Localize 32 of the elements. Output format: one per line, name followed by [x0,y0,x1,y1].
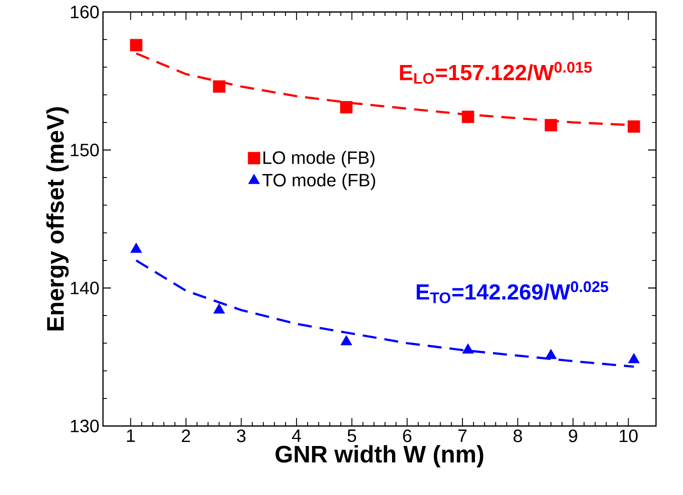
x-tick-label: 9 [568,430,578,442]
legend-label: LO mode (FB) [263,150,374,168]
x-tick-label: 2 [182,430,190,442]
point [544,118,558,132]
x-tick-label: 1 [127,430,135,442]
y-tick-label: 140 [70,282,99,294]
annotation: E$_{LO}$=157.122/W$^{0.015}$ [400,62,592,84]
legend-label: TO mode (FB) [262,173,376,190]
point [628,353,640,364]
x-tick-label: 4 [292,430,302,442]
x-tick-label: 5 [348,430,356,442]
point [130,38,142,52]
y-tick-label: 160 [70,6,99,18]
x-tick-label: 8 [514,430,522,442]
point [628,120,640,133]
point [545,348,557,360]
x-axis-title: GNR width W (nm) [276,445,484,468]
point [462,343,474,354]
y-tick-label: 150 [70,144,99,156]
point [212,80,226,93]
y-tick-label: 130 [70,420,99,432]
point [340,335,352,346]
y-axis-title: Energy offset (meV) [46,107,69,330]
point [340,101,352,114]
x-tick-label: 3 [236,430,246,442]
x-tick-label: 6 [403,430,412,442]
point [462,110,474,124]
point [130,242,142,253]
x-tick-label: 10 [620,430,638,442]
x-tick-label: 7 [458,430,467,442]
annotation: E$_{TO}$=142.269/W$^{0.025}$ [416,281,608,304]
point [213,303,225,314]
